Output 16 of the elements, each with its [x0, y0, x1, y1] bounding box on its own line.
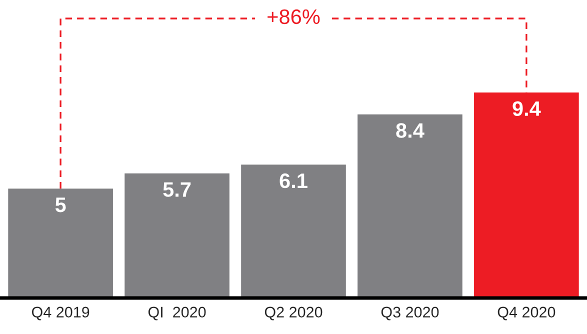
- x-tick-label: Q4 2019: [32, 306, 90, 320]
- bar: [241, 164, 346, 298]
- text: +86%: [268, 9, 320, 24]
- data-label: 5.7: [163, 182, 191, 197]
- bar: [8, 188, 113, 298]
- x-tick-label: Q3 2020: [381, 306, 439, 320]
- data-label: 8.4: [396, 123, 424, 138]
- bar: [358, 114, 462, 298]
- bar: [474, 92, 579, 298]
- data-label: 6.1: [280, 173, 308, 188]
- bar: [124, 173, 230, 298]
- x-tick-label: Q4 2020: [498, 306, 556, 320]
- x-tick-label: Q2 2020: [264, 306, 322, 320]
- data-label: 9.4: [512, 101, 541, 116]
- data-label: 5: [55, 198, 66, 212]
- x-tick-label: QI 2020: [148, 306, 206, 320]
